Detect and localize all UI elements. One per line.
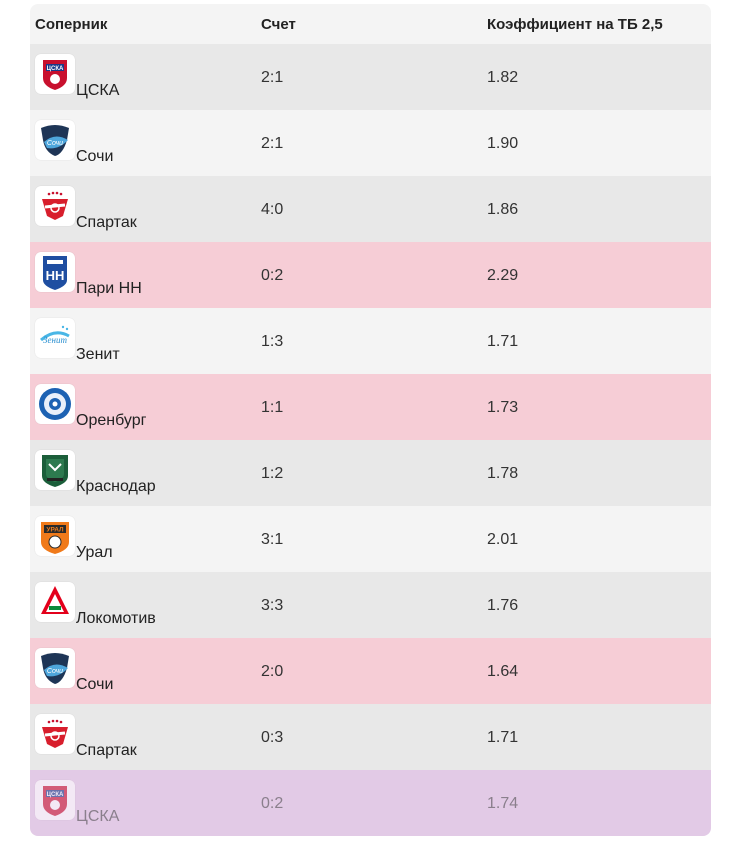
lokomotiv-logo-icon <box>35 582 75 622</box>
svg-text:Сочи: Сочи <box>47 140 63 147</box>
match-score: 1:3 <box>261 333 284 350</box>
ural-logo-icon: УРАЛ <box>35 516 75 556</box>
table-body: ЦСКА ЦСКА 2:1 1.82 Сочи Сочи 2:1 1.90 Спартак 4:0… <box>30 44 711 836</box>
spartak-logo-icon <box>35 714 75 754</box>
table-row: Оренбург 1:1 1.73 <box>30 374 711 440</box>
table-row: УРАЛ Урал 3:1 2.01 <box>30 506 711 572</box>
match-score: 3:1 <box>261 531 284 548</box>
zenit-logo-icon: Зенит <box>35 318 75 358</box>
header-odds: Коэффициент на ТБ 2,5 <box>487 15 663 33</box>
odds-value: 1.76 <box>487 597 519 614</box>
pari-nn-logo-icon: НН <box>35 252 75 292</box>
table-row: Сочи Сочи 2:1 1.90 <box>30 110 711 176</box>
svg-text:УРАЛ: УРАЛ <box>46 527 64 534</box>
team-name: Краснодар <box>76 478 156 495</box>
svg-text:Сочи: Сочи <box>47 668 63 675</box>
team-name: Локомотив <box>76 610 156 627</box>
sochi-logo-icon: Сочи <box>35 120 75 160</box>
odds-value: 1.74 <box>487 795 519 812</box>
table-row: Локомотив 3:3 1.76 <box>30 572 711 638</box>
team-name: Спартак <box>76 214 137 231</box>
team-name: Урал <box>76 544 113 561</box>
match-score: 3:3 <box>261 597 284 614</box>
odds-value: 1.82 <box>487 69 519 86</box>
team-name: Сочи <box>76 676 114 693</box>
table-row: Краснодар 1:2 1.78 <box>30 440 711 506</box>
odds-value: 2.01 <box>487 531 519 548</box>
team-name: Зенит <box>76 346 120 363</box>
match-score: 0:3 <box>261 729 284 746</box>
orenburg-logo-icon <box>35 384 75 424</box>
odds-value: 1.71 <box>487 729 519 746</box>
match-score: 0:2 <box>261 795 284 812</box>
cska-logo-icon: ЦСКА <box>35 54 75 94</box>
odds-value: 1.64 <box>487 663 519 680</box>
table-header: Соперник Счет Коэффициент на ТБ 2,5 <box>30 4 711 44</box>
table-row: Зенит Зенит 1:3 1.71 <box>30 308 711 374</box>
table-row: Спартак 4:0 1.86 <box>30 176 711 242</box>
team-name: Спартак <box>76 742 137 759</box>
match-score: 0:2 <box>261 267 284 284</box>
match-score: 2:1 <box>261 69 284 86</box>
krasnodar-logo-icon <box>35 450 75 490</box>
team-name: Пари НН <box>76 280 142 297</box>
sochi-logo-icon: Сочи <box>35 648 75 688</box>
odds-value: 1.73 <box>487 399 519 416</box>
team-name: Сочи <box>76 148 114 165</box>
team-name: ЦСКА <box>76 808 120 825</box>
team-name: Оренбург <box>76 412 147 429</box>
match-score: 1:1 <box>261 399 284 416</box>
odds-value: 1.71 <box>487 333 519 350</box>
spartak-logo-icon <box>35 186 75 226</box>
odds-value: 2.29 <box>487 267 519 284</box>
table-row: ЦСКА ЦСКА 0:2 1.74 <box>30 770 711 836</box>
match-score: 4:0 <box>261 201 284 218</box>
odds-value: 1.78 <box>487 465 519 482</box>
table-row: Спартак 0:3 1.71 <box>30 704 711 770</box>
match-score: 2:1 <box>261 135 284 152</box>
svg-text:ЦСКА: ЦСКА <box>47 792 64 798</box>
odds-value: 1.90 <box>487 135 519 152</box>
svg-text:НН: НН <box>46 268 65 283</box>
svg-text:Зенит: Зенит <box>43 335 67 345</box>
table-row: ЦСКА ЦСКА 2:1 1.82 <box>30 44 711 110</box>
header-score: Счет <box>261 15 296 33</box>
table-row: НН Пари НН 0:2 2.29 <box>30 242 711 308</box>
results-table: Соперник Счет Коэффициент на ТБ 2,5 ЦСКА… <box>30 4 711 836</box>
table-row: Сочи Сочи 2:0 1.64 <box>30 638 711 704</box>
odds-value: 1.86 <box>487 201 519 218</box>
cska-logo-icon: ЦСКА <box>35 780 75 820</box>
match-score: 1:2 <box>261 465 284 482</box>
header-opponent: Соперник <box>35 15 108 33</box>
svg-text:ЦСКА: ЦСКА <box>47 66 64 72</box>
match-score: 2:0 <box>261 663 284 680</box>
team-name: ЦСКА <box>76 82 120 99</box>
